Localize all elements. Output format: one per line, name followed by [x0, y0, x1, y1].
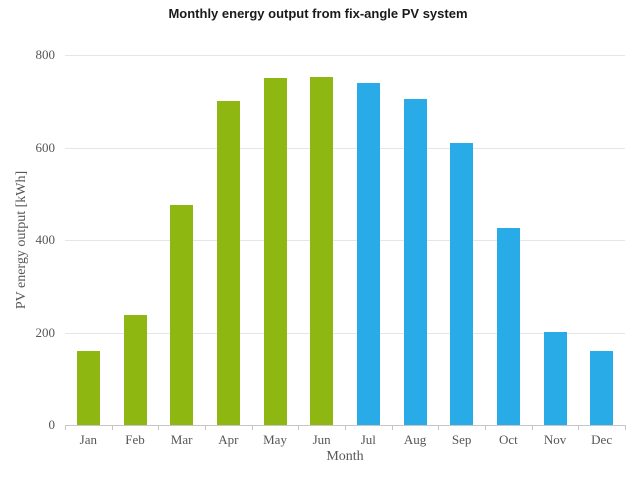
bar-jan [76, 351, 100, 425]
x-tick-label-dec: Dec [591, 432, 613, 447]
x-tick-label-feb: Feb [125, 432, 145, 447]
bar-sep [450, 142, 474, 425]
y-tick-label: 800 [35, 47, 56, 62]
y-tick-label: 400 [35, 232, 56, 247]
x-tick-mark [205, 425, 206, 430]
x-tick-mark [345, 425, 346, 430]
x-tick-label-apr: Apr [218, 432, 239, 447]
y-tick-label: 200 [35, 324, 56, 340]
bar-apr [216, 101, 240, 426]
bar-dec [590, 351, 614, 425]
gridline [65, 332, 625, 334]
x-axis-title: Month [326, 449, 364, 464]
chart-title: Monthly energy output from fix-angle PV … [168, 6, 468, 21]
bar-may [263, 78, 287, 425]
bar-jun [310, 76, 334, 425]
bar-mar [170, 205, 194, 425]
x-tick-label-mar: Mar [170, 432, 193, 447]
x-tick-label-nov: Nov [543, 432, 567, 447]
x-tick-label-may: May [263, 432, 287, 447]
x-tick-mark [438, 425, 440, 430]
x-tick-label-oct: Oct [498, 432, 518, 447]
x-tick-mark [65, 425, 66, 430]
y-tick-label: 0 [48, 417, 56, 432]
bar-jul [356, 82, 380, 426]
x-tick-mark [625, 425, 626, 430]
x-tick-mark [391, 425, 393, 430]
x-tick-mark [578, 425, 580, 430]
x-tick-label-jan: Jan [79, 432, 98, 447]
x-tick-mark [111, 425, 113, 430]
x-tick-mark [158, 425, 160, 430]
x-tick-label-aug: Aug [403, 432, 427, 447]
y-tick-label: 600 [35, 139, 56, 155]
x-tick-label-jun: Jun [312, 432, 331, 447]
bar-feb [123, 314, 147, 425]
x-tick-label-sep: Sep [451, 432, 472, 447]
x-tick-mark [531, 425, 533, 430]
bar-aug [403, 98, 427, 425]
x-tick-mark [251, 425, 253, 430]
x-tick-label-jul: Jul [360, 432, 376, 447]
gridline [65, 55, 625, 56]
bar-oct [496, 228, 520, 425]
gridline [65, 147, 625, 149]
bar-nov [543, 331, 567, 425]
x-tick-mark [485, 425, 486, 430]
x-tick-mark [298, 425, 300, 430]
gridline [65, 240, 625, 241]
